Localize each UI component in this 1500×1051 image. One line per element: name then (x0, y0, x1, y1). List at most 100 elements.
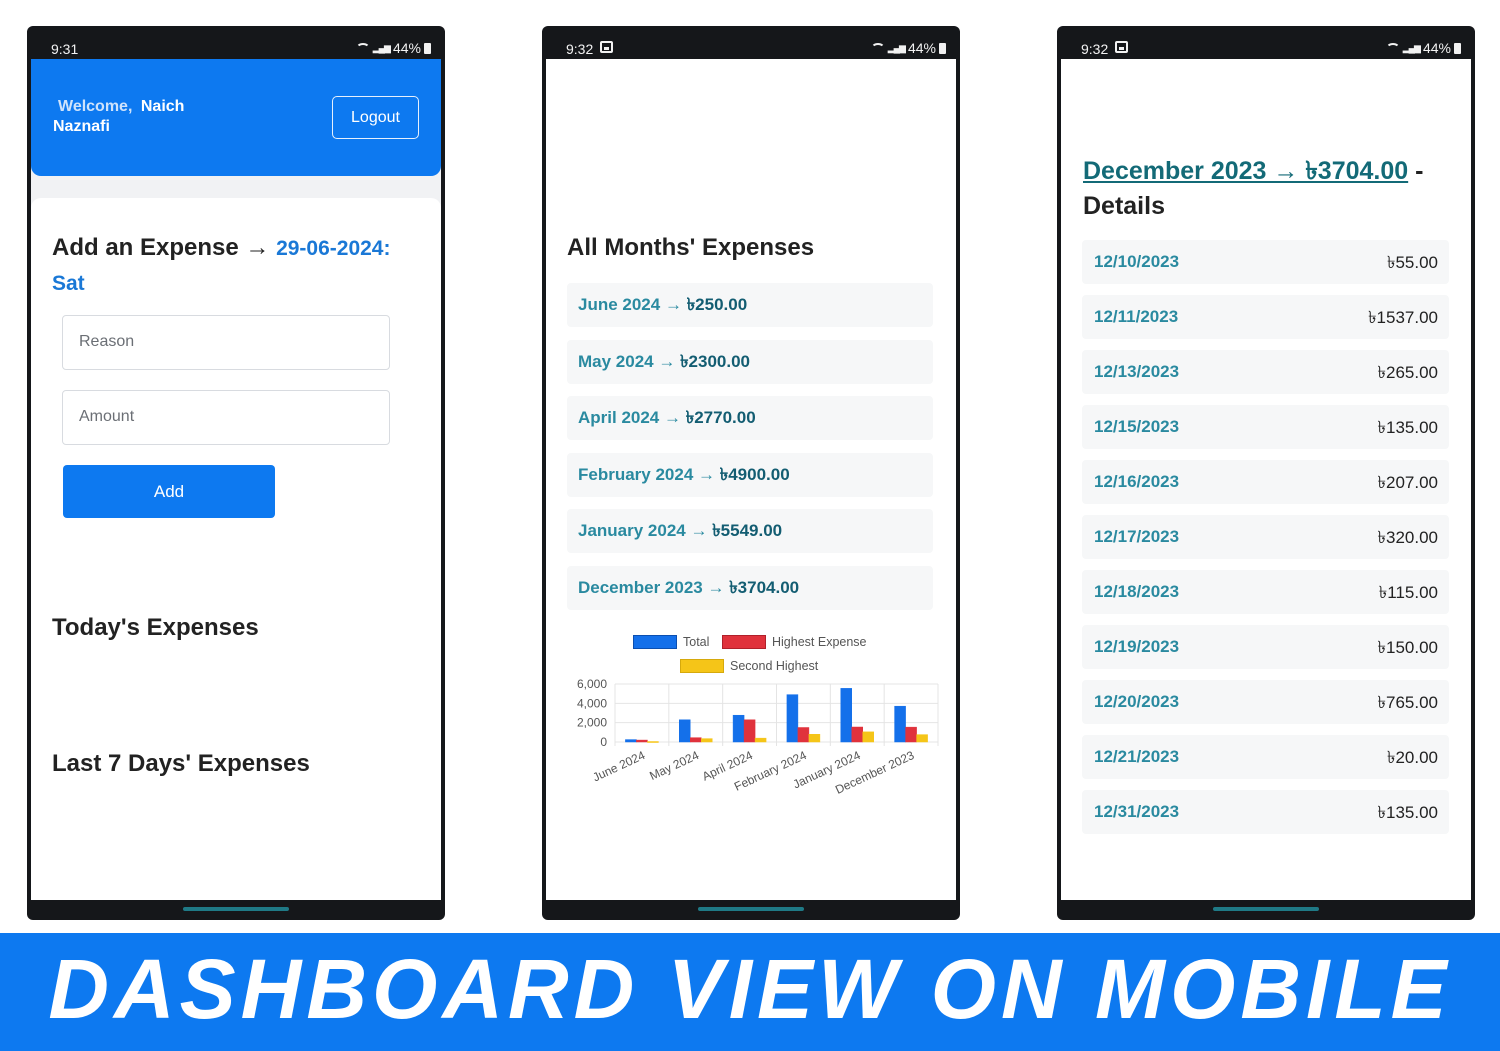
bar-second-highest[interactable] (647, 741, 659, 743)
add-expense-heading: Add an Expense → (52, 234, 270, 261)
month-row-december-2023[interactable]: December 2023 → ৳3704.00 (567, 566, 933, 610)
bar-second-highest[interactable] (701, 738, 713, 743)
detail-row[interactable]: 12/21/2023 ৳20.00 (1082, 735, 1449, 779)
home-indicator[interactable] (1213, 907, 1319, 911)
detail-row[interactable]: 12/13/2023 ৳265.00 (1082, 350, 1449, 394)
legend-swatch-total (633, 635, 677, 649)
details-suffix: - Details (1083, 157, 1424, 220)
detail-row[interactable]: 12/16/2023 ৳207.00 (1082, 460, 1449, 504)
bar-total[interactable] (679, 719, 691, 743)
reason-input[interactable]: Reason (62, 315, 390, 370)
banner-text: DASHBOARD VIEW ON MOBILE (48, 942, 1452, 1036)
logout-button[interactable]: Logout (332, 96, 419, 139)
main-card: Add an Expense → 29-06-2024: Sat Reason … (31, 198, 441, 900)
month-amount: ৳2300.00 (680, 352, 750, 371)
home-indicator[interactable] (183, 907, 289, 911)
month-row-june-2024[interactable]: June 2024 → ৳250.00 (567, 283, 933, 327)
month-row-may-2024[interactable]: May 2024 → ৳2300.00 (567, 340, 933, 384)
screen: All Months' Expenses June 2024 → ৳250.00… (546, 59, 956, 900)
legend-label-total: Total (683, 635, 710, 649)
detail-amount: ৳1537.00 (1368, 308, 1438, 327)
bar-second-highest[interactable] (862, 731, 874, 743)
month-row-january-2024[interactable]: January 2024 → ৳5549.00 (567, 509, 933, 553)
detail-amount: ৳20.00 (1386, 748, 1438, 767)
bar-second-highest[interactable] (808, 734, 821, 743)
month-label: February 2024 → (578, 465, 716, 484)
detail-date: 12/17/2023 (1094, 527, 1180, 546)
bar-highest-expense[interactable] (690, 737, 702, 743)
bar-highest-expense[interactable] (797, 727, 810, 743)
wifi-icon (355, 42, 370, 54)
bar-total[interactable] (732, 714, 745, 743)
screen: December 2023 → ৳3704.00 - Details 12/10… (1061, 59, 1471, 900)
detail-amount: ৳115.00 (1378, 583, 1438, 602)
bar-highest-expense[interactable] (743, 719, 756, 743)
legend-swatch-second-highest (680, 659, 724, 673)
legend-swatch-highest (722, 635, 766, 649)
signal-icon: ▂▄▆ (1402, 42, 1421, 53)
detail-row[interactable]: 12/18/2023 ৳115.00 (1082, 570, 1449, 614)
all-months-title: All Months' Expenses (567, 234, 815, 261)
todays-expenses-title: Today's Expenses (52, 614, 259, 641)
battery-icon (939, 42, 946, 54)
image-notification-icon (600, 41, 613, 53)
welcome-text: Welcome, Naich Naznafi (53, 97, 233, 137)
status-right: ▂▄▆ 44% (870, 40, 946, 56)
detail-row[interactable]: 12/10/2023 ৳55.00 (1082, 240, 1449, 284)
month-label: December 2023 → (578, 578, 725, 597)
status-time: 9:32 (566, 41, 594, 57)
detail-row[interactable]: 12/20/2023 ৳765.00 (1082, 680, 1449, 724)
header-card: Welcome, Naich Naznafi Logout (31, 59, 441, 176)
month-row-february-2024[interactable]: February 2024 → ৳4900.00 (567, 453, 933, 497)
month-amount: ৳4900.00 (719, 465, 790, 484)
bar-total[interactable] (894, 705, 906, 743)
last-7-days-title: Last 7 Days' Expenses (52, 750, 310, 777)
legend-label-highest: Highest Expense (772, 635, 867, 649)
bar-total[interactable] (625, 739, 637, 743)
y-tick-label: 2,000 (577, 716, 607, 730)
battery-icon (424, 42, 431, 54)
user-last-name: Naznafi (53, 118, 110, 135)
detail-date: 12/20/2023 (1094, 692, 1180, 711)
add-button[interactable]: Add (63, 465, 275, 518)
detail-date: 12/15/2023 (1094, 417, 1180, 436)
phone-add-expense: 9:31 ▂▄▆ 44% Welcome, Naich Naznafi Logo… (27, 26, 445, 920)
detail-amount: ৳150.00 (1377, 638, 1438, 657)
x-tick-label: June 2024 (590, 748, 647, 785)
bar-second-highest[interactable] (754, 737, 767, 743)
detail-amount: ৳320.00 (1377, 528, 1438, 547)
month-row-april-2024[interactable]: April 2024 → ৳2770.00 (567, 396, 933, 440)
status-bar: 9:32 ▂▄▆ 44% (1057, 26, 1475, 59)
bar-highest-expense[interactable] (851, 726, 863, 743)
month-label: June 2024 → (578, 295, 682, 314)
month-amount: ৳5549.00 (712, 521, 783, 540)
detail-row[interactable]: 12/19/2023 ৳150.00 (1082, 625, 1449, 669)
detail-date: 12/18/2023 (1094, 582, 1180, 601)
bar-total[interactable] (786, 694, 799, 743)
detail-date: 12/10/2023 (1094, 252, 1180, 271)
detail-amount: ৳135.00 (1377, 418, 1438, 437)
status-bar: 9:32 ▂▄▆ 44% (542, 26, 960, 59)
month-amount: ৳2770.00 (685, 408, 756, 427)
detail-row[interactable]: 12/15/2023 ৳135.00 (1082, 405, 1449, 449)
home-indicator[interactable] (698, 907, 804, 911)
legend-second-highest[interactable]: Second Highest (680, 659, 818, 673)
amount-input[interactable]: Amount (62, 390, 390, 445)
detail-date: 12/11/2023 (1094, 307, 1179, 326)
bar-total[interactable] (840, 688, 852, 743)
legend-label-second-highest: Second Highest (730, 659, 819, 673)
bar-highest-expense[interactable] (905, 726, 917, 743)
detail-amount: ৳55.00 (1386, 253, 1438, 272)
detail-row[interactable]: 12/11/2023 ৳1537.00 (1082, 295, 1449, 339)
bar-second-highest[interactable] (916, 734, 928, 743)
legend-highest[interactable]: Highest Expense (722, 635, 867, 649)
detail-row[interactable]: 12/31/2023 ৳135.00 (1082, 790, 1449, 834)
bar-highest-expense[interactable] (636, 739, 648, 743)
detail-row[interactable]: 12/17/2023 ৳320.00 (1082, 515, 1449, 559)
month-total-link[interactable]: December 2023 → ৳3704.00 (1083, 157, 1409, 185)
status-bar: 9:31 ▂▄▆ 44% (27, 26, 445, 59)
legend-total[interactable]: Total (633, 635, 709, 649)
y-tick-label: 0 (600, 735, 607, 749)
month-amount: ৳3704.00 (729, 578, 800, 597)
